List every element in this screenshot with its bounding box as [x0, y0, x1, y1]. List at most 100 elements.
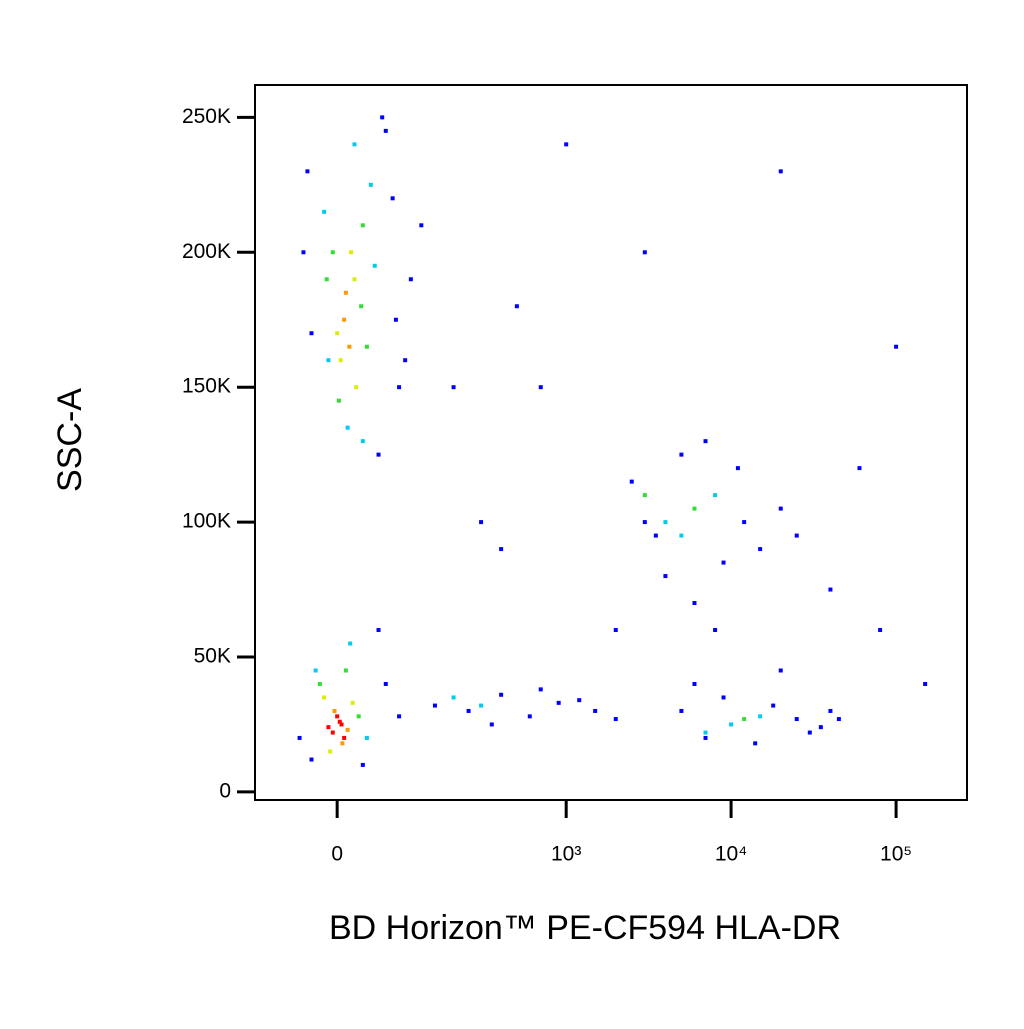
- data-point: [479, 703, 484, 708]
- data-point: [328, 749, 333, 754]
- data-point: [692, 681, 697, 686]
- data-point: [778, 668, 783, 673]
- data-point: [663, 574, 668, 579]
- data-point: [322, 209, 327, 214]
- data-point: [397, 714, 402, 719]
- data-point: [372, 263, 377, 268]
- data-point: [613, 717, 618, 722]
- data-point: [758, 547, 763, 552]
- data-point: [330, 250, 335, 255]
- data-point: [364, 735, 369, 740]
- data-point: [352, 142, 357, 147]
- data-point: [340, 741, 345, 746]
- data-point: [342, 317, 347, 322]
- data-point: [317, 681, 322, 686]
- data-point: [432, 703, 437, 708]
- data-point: [408, 277, 413, 282]
- data-point: [771, 703, 776, 708]
- data-point: [629, 479, 634, 484]
- y-tick-label: 50K: [194, 645, 231, 668]
- data-point: [359, 304, 364, 309]
- y-tick-label: 0: [219, 779, 231, 802]
- data-point: [305, 169, 310, 174]
- data-point: [397, 385, 402, 390]
- data-point: [339, 722, 344, 727]
- y-tick-label: 150K: [182, 375, 231, 398]
- data-point: [479, 520, 484, 525]
- plot-frame: [254, 84, 968, 801]
- data-point: [721, 695, 726, 700]
- data-point: [538, 687, 543, 692]
- data-point: [403, 358, 408, 363]
- data-point: [390, 196, 395, 201]
- data-point: [322, 695, 327, 700]
- data-point: [735, 466, 740, 471]
- data-point: [326, 358, 331, 363]
- y-tick-label: 200K: [182, 240, 231, 263]
- data-point: [360, 223, 365, 228]
- data-point: [380, 115, 385, 120]
- data-point: [309, 757, 314, 762]
- data-point: [564, 142, 569, 147]
- data-point: [703, 735, 708, 740]
- x-tick-label: 0: [331, 843, 343, 866]
- data-point: [818, 725, 823, 730]
- y-axis-title: SSC-A: [51, 388, 89, 492]
- x-tick-label: 10⁵: [880, 843, 912, 866]
- data-point: [857, 466, 862, 471]
- data-point: [642, 520, 647, 525]
- data-point: [878, 628, 883, 633]
- data-point: [758, 714, 763, 719]
- y-tick-label: 250K: [182, 105, 231, 128]
- data-point: [338, 358, 343, 363]
- data-point: [499, 547, 504, 552]
- data-point: [692, 601, 697, 606]
- data-point: [836, 717, 841, 722]
- data-point: [778, 169, 783, 174]
- data-point: [364, 344, 369, 349]
- data-point: [538, 385, 543, 390]
- data-point: [332, 708, 337, 713]
- data-point: [466, 708, 471, 713]
- data-point: [451, 385, 456, 390]
- data-point: [345, 425, 350, 430]
- data-point: [642, 493, 647, 498]
- data-point: [713, 628, 718, 633]
- data-point: [354, 385, 359, 390]
- data-point: [336, 398, 341, 403]
- data-point: [828, 708, 833, 713]
- x-axis-title: BD Horizon™ PE-CF594 HLA-DR: [329, 909, 841, 947]
- data-point: [349, 250, 354, 255]
- data-point: [343, 668, 348, 673]
- data-point: [794, 717, 799, 722]
- data-point: [330, 730, 335, 735]
- data-point: [451, 695, 456, 700]
- data-point: [376, 628, 381, 633]
- data-point: [679, 708, 684, 713]
- data-point: [729, 722, 734, 727]
- data-point: [368, 182, 373, 187]
- data-point: [324, 277, 329, 282]
- data-point: [642, 250, 647, 255]
- data-point: [348, 641, 353, 646]
- data-point: [350, 700, 355, 705]
- data-point: [613, 628, 618, 633]
- y-tick-label: 100K: [182, 510, 231, 533]
- data-point: [807, 730, 812, 735]
- data-point: [703, 730, 708, 735]
- data-point: [352, 277, 357, 282]
- data-point: [828, 587, 833, 592]
- data-point: [347, 344, 352, 349]
- data-point: [393, 317, 398, 322]
- data-point: [376, 452, 381, 457]
- data-point: [360, 762, 365, 767]
- x-tick-label: 10³: [551, 843, 581, 866]
- data-point: [923, 681, 928, 686]
- data-point: [297, 735, 302, 740]
- data-point: [556, 700, 561, 705]
- data-point: [345, 727, 350, 732]
- data-point: [514, 304, 519, 309]
- data-point: [713, 493, 718, 498]
- data-point: [778, 506, 783, 511]
